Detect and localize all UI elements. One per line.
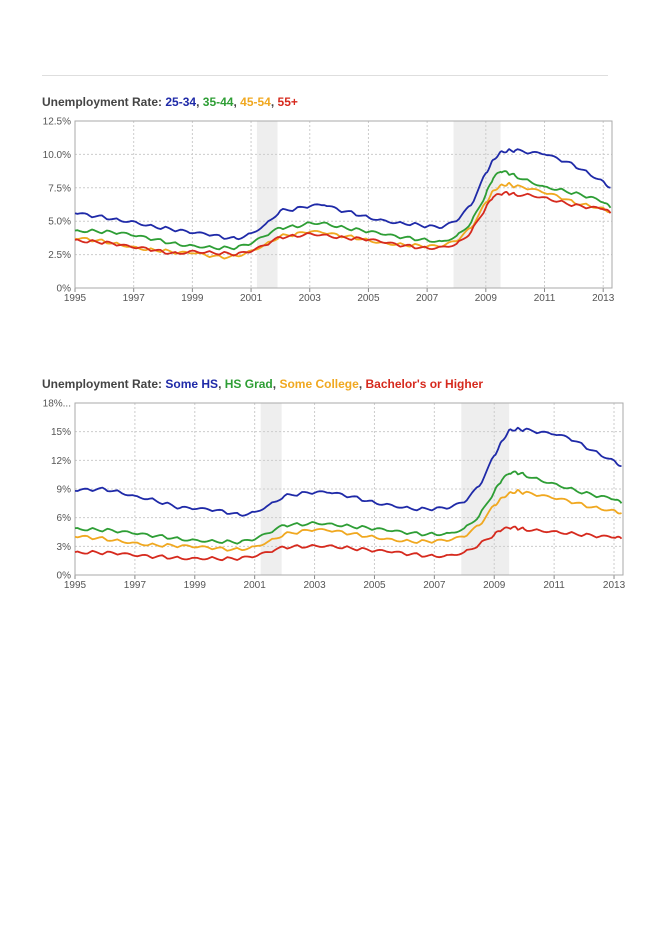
age-ytick-label: 7.5% [48, 183, 71, 194]
edu-ytick-label: 9% [57, 485, 72, 496]
age-xtick-label: 2005 [357, 293, 380, 304]
age-ytick-label: 2.5% [48, 250, 71, 261]
edu-ytick-label: 12% [51, 456, 71, 467]
age-recession-band-1 [453, 121, 501, 288]
age-xtick-label: 1997 [123, 293, 146, 304]
age-recession-band-0 [256, 121, 278, 288]
edu-recession-band-1 [461, 403, 510, 575]
edu-xtick-label: 2013 [603, 580, 626, 591]
age-xtick-label: 2001 [240, 293, 263, 304]
age-xtick-label: 2013 [592, 293, 615, 304]
age-plot-frame [74, 120, 613, 289]
edu-series-line-0 [74, 426, 622, 517]
age-series-line-1 [74, 170, 612, 251]
title-prefix: Unemployment Rate: [42, 95, 163, 109]
edu-ytick-label: 15% [51, 427, 71, 438]
edu-series-line-1 [74, 470, 623, 545]
edu-xtick-label: 1999 [184, 580, 207, 591]
edu-ytick-label: 18%... [43, 399, 71, 410]
age-series-line-0 [74, 148, 611, 241]
age-xtick-label: 2003 [299, 293, 322, 304]
age-xtick-label: 1995 [64, 293, 87, 304]
age-ytick-label: 12.5% [43, 117, 71, 128]
edu-ytick-label: 6% [57, 513, 72, 524]
legend-some-college: Some College [279, 377, 359, 391]
legend-some-hs: Some HS [165, 377, 219, 391]
top-divider [42, 75, 608, 76]
edu-ytick-label: 3% [57, 542, 72, 553]
chart-title-age: Unemployment Rate: 25-34, 35-44, 45-54, … [42, 95, 298, 109]
edu-xtick-label: 1997 [124, 580, 147, 591]
age-unemployment-chart: 0% 2.5% 5.0% 7.5% 10.0% 12.5% 1995 1997 1999 2001… [43, 117, 615, 305]
edu-xtick-label: 2011 [543, 580, 565, 591]
legend-25-34: 25-34 [165, 95, 197, 109]
legend-bachelors: Bachelor's or Higher [365, 377, 484, 391]
edu-series-line-3 [74, 525, 623, 562]
age-ytick-label: 0% [57, 284, 72, 295]
legend-45-54: 45-54 [240, 95, 271, 109]
edu-xtick-label: 1995 [64, 580, 87, 591]
age-xtick-label: 2009 [475, 293, 498, 304]
legend-55-plus: 55+ [277, 95, 298, 109]
edu-series-line-2 [74, 488, 622, 552]
age-xtick-label: 1999 [181, 293, 204, 304]
edu-xtick-label: 2003 [303, 580, 326, 591]
age-ytick-label: 10.0% [43, 150, 71, 161]
edu-xtick-label: 2007 [423, 580, 446, 591]
title-prefix: Unemployment Rate: [42, 377, 163, 391]
education-unemployment-chart: 0% 3% 6% 9% 12% 15% 18%... 1995 1997 1999 2001 2003… [43, 399, 626, 592]
edu-xtick-label: 2005 [363, 580, 386, 591]
legend-35-44: 35-44 [202, 95, 234, 109]
legend-hs-grad: HS Grad [224, 377, 273, 391]
age-xtick-label: 2011 [534, 293, 556, 304]
edu-ytick-label: 0% [57, 571, 72, 582]
age-xtick-label: 2007 [416, 293, 439, 304]
edu-plot-frame [74, 402, 624, 576]
edu-xtick-label: 2009 [483, 580, 506, 591]
age-series-line-3 [74, 191, 612, 257]
edu-xtick-label: 2001 [244, 580, 267, 591]
age-ytick-label: 5.0% [48, 217, 71, 228]
chart-title-education: Unemployment Rate: Some HS, HS Grad, Som… [42, 377, 484, 391]
